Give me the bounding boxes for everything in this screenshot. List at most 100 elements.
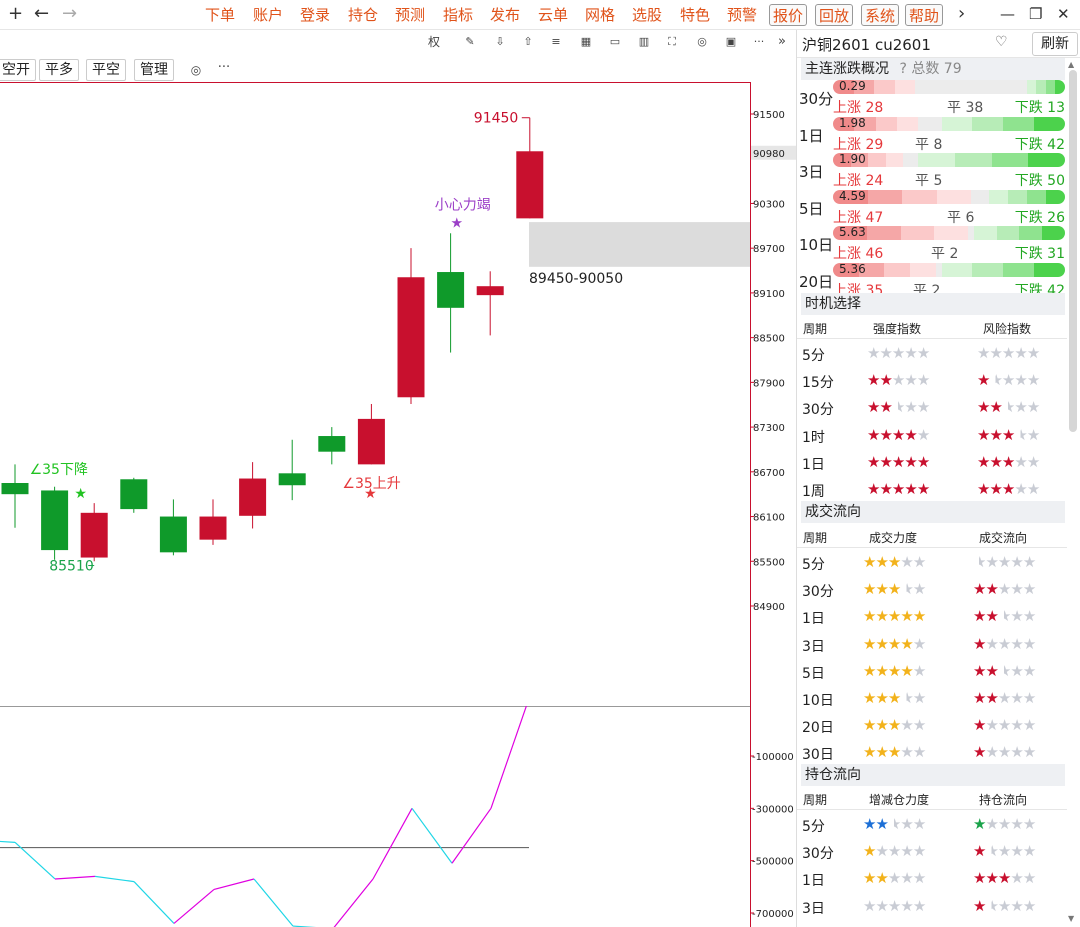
scroll-down-icon[interactable]: ▼ (1068, 914, 1075, 923)
menu-order[interactable]: 下单 (205, 6, 236, 24)
menu-system[interactable]: 系统 (861, 4, 900, 26)
settings-icon[interactable]: ◎ (190, 63, 202, 77)
timing-header: 时机选择 (801, 293, 1065, 315)
trend-flat-count: 平 8 (915, 136, 943, 153)
y-tick-label: 87300 (753, 423, 785, 434)
bar-down-segment (1019, 226, 1043, 240)
trend-row[interactable]: 0.29 30分 上涨 28 平 38 下跌 13 (797, 78, 1067, 116)
table-row[interactable]: 1时 ★★★★★ ★★★★★ (797, 422, 1067, 449)
row-period: 3日 (802, 900, 825, 917)
scroll-up-icon[interactable]: ▲ (1068, 60, 1075, 69)
row-period: 15分 (802, 375, 834, 392)
table-row[interactable]: 5分 ★★★★★ ★★★★★ (797, 340, 1067, 367)
rating-stars-a: ★★★★★ (863, 815, 926, 833)
open-short-button[interactable]: 空开 (0, 59, 36, 81)
table-row[interactable]: 1周 ★★★★★ ★★★★★ (797, 476, 1067, 503)
rating-stars-b: ★★★★★ (973, 634, 1036, 653)
forward-icon[interactable]: → (62, 3, 78, 24)
indicator-chart[interactable]: -100000 -300000 -500000 -700000 (0, 706, 796, 927)
table-row[interactable]: 3日 ★★★★★ ★★★★★ (797, 893, 1067, 920)
rating-stars-b: ★★★★★ (977, 425, 1040, 444)
trend-distribution-bar (833, 116, 1065, 131)
minimize-icon[interactable]: — (1000, 5, 1015, 23)
manage-button[interactable]: 管理 (134, 59, 174, 81)
y-tick-label: 89100 (753, 289, 785, 300)
trend-row[interactable]: 5.36 20日 上涨 35 平 2 下跌 42 (797, 261, 1067, 299)
trash-icon[interactable]: ▥ (638, 35, 650, 48)
menu-account[interactable]: 账户 (253, 6, 284, 24)
menu-indicator[interactable]: 指标 (443, 6, 474, 24)
crop-icon[interactable]: ▣ (725, 35, 737, 48)
close-short-button[interactable]: 平空 (86, 59, 126, 81)
table-row[interactable]: 5分 ★★★★★ ★★★★★ (797, 549, 1067, 576)
indicator-line-segment (133, 881, 175, 924)
refresh-button[interactable]: 刷新 (1032, 32, 1078, 56)
table-row[interactable]: 30日 ★★★★★ ★★★★★ (797, 739, 1067, 766)
table-row[interactable]: 5日 ★★★★★ ★★★★★ (797, 658, 1067, 685)
add-icon[interactable]: + (8, 3, 24, 24)
table-row[interactable]: 30分 ★★★★★ ★★★★★ (797, 576, 1067, 603)
position-flow-header: 持仓流向 (801, 764, 1065, 786)
menu-alert[interactable]: 预警 (727, 6, 758, 24)
table-row[interactable]: 30分 ★★★★★ ★★★★★ (797, 394, 1067, 421)
bar-up-segment (833, 80, 854, 94)
bar-up-segment (850, 153, 869, 167)
table-row[interactable]: 1日 ★★★★★ ★★★★★ (797, 449, 1067, 476)
trend-row[interactable]: 1.98 1日 上涨 29 平 8 下跌 42 (797, 115, 1067, 153)
table-row[interactable]: 15分 ★★★★★ ★★★★★ (797, 367, 1067, 394)
more-icon[interactable]: ··· (753, 35, 765, 48)
angle-down-star-icon: ★ (74, 486, 87, 502)
menu-stock-picker[interactable]: 选股 (632, 6, 663, 24)
sliders-icon[interactable]: ≡ (551, 35, 561, 48)
target-icon[interactable]: ◎ (697, 35, 707, 48)
close-icon[interactable]: ✕ (1057, 5, 1070, 23)
cloud-download-icon[interactable]: ⇩ (495, 35, 505, 48)
restore-icon[interactable]: ❐ (1029, 5, 1043, 23)
scrollbar-thumb[interactable] (1069, 70, 1077, 432)
high-price-annotation: 91450 (474, 111, 519, 127)
expand-icon[interactable]: ⛶ (668, 35, 676, 48)
help-icon[interactable]: ? (899, 61, 907, 77)
table-row[interactable]: 30分 ★★★★★ ★★★★★ (797, 838, 1067, 865)
table-row[interactable]: 10日 ★★★★★ ★★★★★ (797, 685, 1067, 712)
table-row[interactable]: 5分 ★★★★★ ★★★★★ (797, 811, 1067, 838)
pencil-icon[interactable]: ✎ (465, 35, 475, 48)
menu-predict[interactable]: 预测 (395, 6, 426, 24)
double-chevron-right-icon[interactable]: » (778, 34, 786, 49)
menu-quote[interactable]: 报价 (769, 4, 808, 26)
menu-feature[interactable]: 特色 (680, 6, 711, 24)
menu-publish[interactable]: 发布 (490, 6, 521, 24)
layout-icon[interactable]: ▭ (609, 35, 621, 48)
candle-body (1, 483, 29, 495)
trend-row[interactable]: 4.59 5日 上涨 47 平 6 下跌 26 (797, 188, 1067, 226)
more-menu-icon[interactable]: › (958, 3, 966, 24)
favorite-heart-icon[interactable]: ♡ (995, 34, 1008, 50)
trend-row[interactable]: 1.90 3日 上涨 24 平 5 下跌 50 (797, 151, 1067, 189)
menu-position[interactable]: 持仓 (348, 6, 379, 24)
trend-down-count: 下跌 13 (1014, 100, 1065, 116)
trend-row[interactable]: 5.63 10日 上涨 46 平 2 下跌 31 (797, 224, 1067, 262)
more-options-icon[interactable]: ··· (217, 60, 231, 75)
row-period: 30分 (802, 846, 834, 863)
back-icon[interactable]: ← (34, 3, 50, 24)
table-row[interactable]: 3日 ★★★★★ ★★★★★ (797, 631, 1067, 658)
calendar-icon[interactable]: ▦ (580, 35, 592, 48)
menu-cloud-order[interactable]: 云单 (538, 6, 569, 24)
table-row[interactable]: 20日 ★★★★★ ★★★★★ (797, 712, 1067, 739)
table-row[interactable]: 1日 ★★★★★ ★★★★★ (797, 865, 1067, 892)
bar-up-segment (867, 189, 902, 204)
table-row[interactable]: 1日 ★★★★★ ★★★★★ (797, 603, 1067, 630)
candlestick-chart[interactable]: 91500 90300 89700 89100 88500 87900 87300 86700… (0, 82, 796, 706)
menu-login[interactable]: 登录 (300, 6, 331, 24)
chart-toolbar: 权 ✎ ⇩ ⇧ ≡ ▦ ▭ ▥ ⛶ ◎ ▣ ··· » (0, 30, 796, 56)
menu-help[interactable]: 帮助 (905, 4, 944, 26)
menu-grid[interactable]: 网格 (585, 6, 616, 24)
chart-area[interactable]: 91500 90300 89700 89100 88500 87900 87300 86700… (0, 82, 796, 927)
trend-up-count: 上涨 29 (833, 136, 884, 153)
close-long-button[interactable]: 平多 (39, 59, 79, 81)
rights-adjust-button[interactable]: 权 (427, 35, 440, 49)
rating-stars-a: ★★★★★ (867, 425, 930, 444)
cloud-upload-icon[interactable]: ⇧ (523, 35, 533, 48)
bar-up-segment (900, 226, 935, 240)
menu-replay[interactable]: 回放 (815, 4, 854, 26)
